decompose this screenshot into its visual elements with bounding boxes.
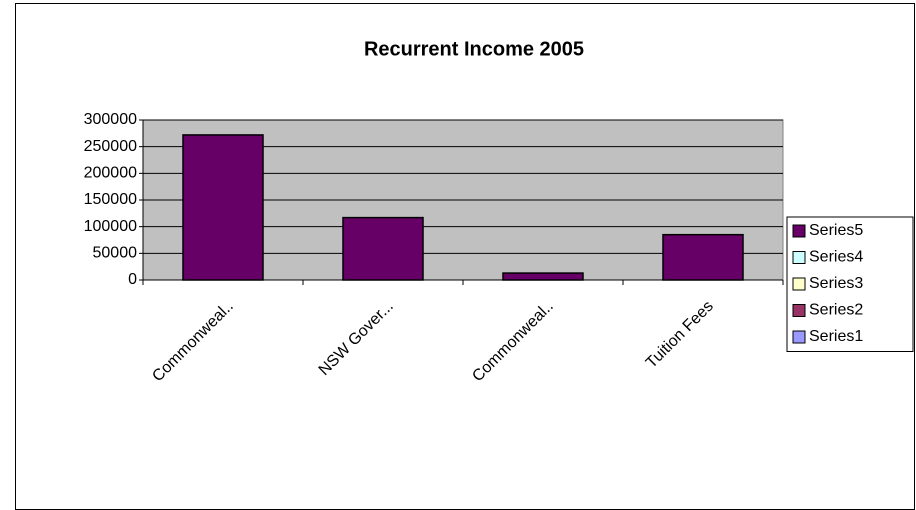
legend-swatch [792, 251, 806, 264]
y-tick-label: 0 [128, 271, 137, 288]
legend-swatch [792, 330, 806, 344]
legend-swatch [792, 304, 806, 317]
bar [342, 216, 424, 281]
legend-label: Series1 [809, 328, 863, 345]
y-tick-label: 250000 [84, 138, 137, 155]
legend-box [786, 216, 914, 352]
legend-label: Series2 [809, 302, 863, 319]
y-tick-label: 100000 [84, 218, 137, 235]
bar [182, 134, 264, 281]
y-tick-label: 200000 [84, 165, 137, 182]
y-tick-label: 300000 [84, 111, 137, 128]
legend-swatch [792, 224, 806, 238]
bar [502, 272, 584, 281]
legend-swatch [792, 277, 806, 291]
legend-label: Series4 [809, 249, 863, 266]
legend-label: Series5 [809, 222, 863, 239]
legend-label: Series3 [809, 275, 863, 292]
chart-title: Recurrent Income 2005 [364, 38, 584, 60]
y-tick-label: 150000 [84, 191, 137, 208]
y-tick-label: 50000 [93, 245, 138, 262]
bar [662, 233, 744, 281]
